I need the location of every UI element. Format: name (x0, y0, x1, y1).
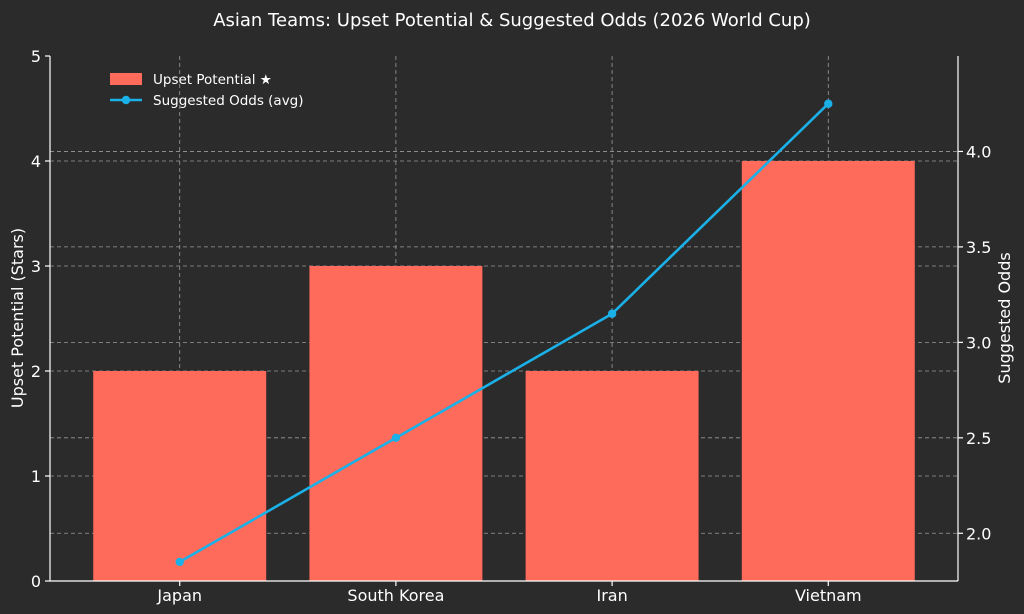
y-left-tick-label: 1 (31, 467, 41, 486)
x-tick-label: Japan (156, 586, 202, 605)
y-left-tick-label: 0 (31, 572, 41, 591)
y-left-tick-label: 2 (31, 362, 41, 381)
y-left-tick-label: 3 (31, 257, 41, 276)
x-tick-label: Vietnam (795, 586, 862, 605)
legend: Upset Potential ★ Suggested Odds (avg) (110, 72, 304, 109)
y-right-tick-label: 2.0 (966, 524, 991, 543)
x-tick-label: Iran (596, 586, 627, 605)
y-right-tick-label: 3.5 (966, 238, 991, 257)
y-axis-right-label: Suggested Odds (995, 252, 1014, 383)
y-left-tick-label: 4 (31, 152, 41, 171)
bar-layer (93, 161, 915, 581)
y-axis-left-label: Upset Potential (Stars) (8, 228, 27, 408)
legend-label-suggested-odds: Suggested Odds (avg) (153, 93, 304, 109)
bar-south-korea (309, 266, 483, 581)
line-layer (175, 99, 833, 567)
bar-vietnam (741, 161, 915, 581)
legend-marker-suggested-odds (121, 95, 131, 105)
odds-line (179, 102, 830, 564)
y-right-tick-label: 3.0 (966, 333, 991, 352)
legend-swatch-upset-potential (110, 73, 142, 85)
bar-japan (93, 371, 267, 581)
odds-point-japan (175, 557, 184, 567)
y-right-tick-label: 2.5 (966, 429, 991, 448)
odds-point-iran (607, 309, 617, 318)
chart-title: Asian Teams: Upset Potential & Suggested… (213, 10, 811, 31)
legend-label-upset-potential: Upset Potential ★ (153, 72, 272, 88)
odds-point-south-korea (391, 433, 401, 443)
y-left-tick-label: 5 (31, 47, 41, 66)
axis-layer: 0 1 2 3 4 5 2.0 2.5 3.0 3.5 4.0 Japan South Korea Ira… (31, 47, 992, 605)
y-right-tick-label: 4.0 (966, 142, 991, 161)
x-tick-label: South Korea (347, 586, 444, 605)
odds-point-vietnam (824, 99, 833, 108)
bar-iran (525, 371, 699, 581)
